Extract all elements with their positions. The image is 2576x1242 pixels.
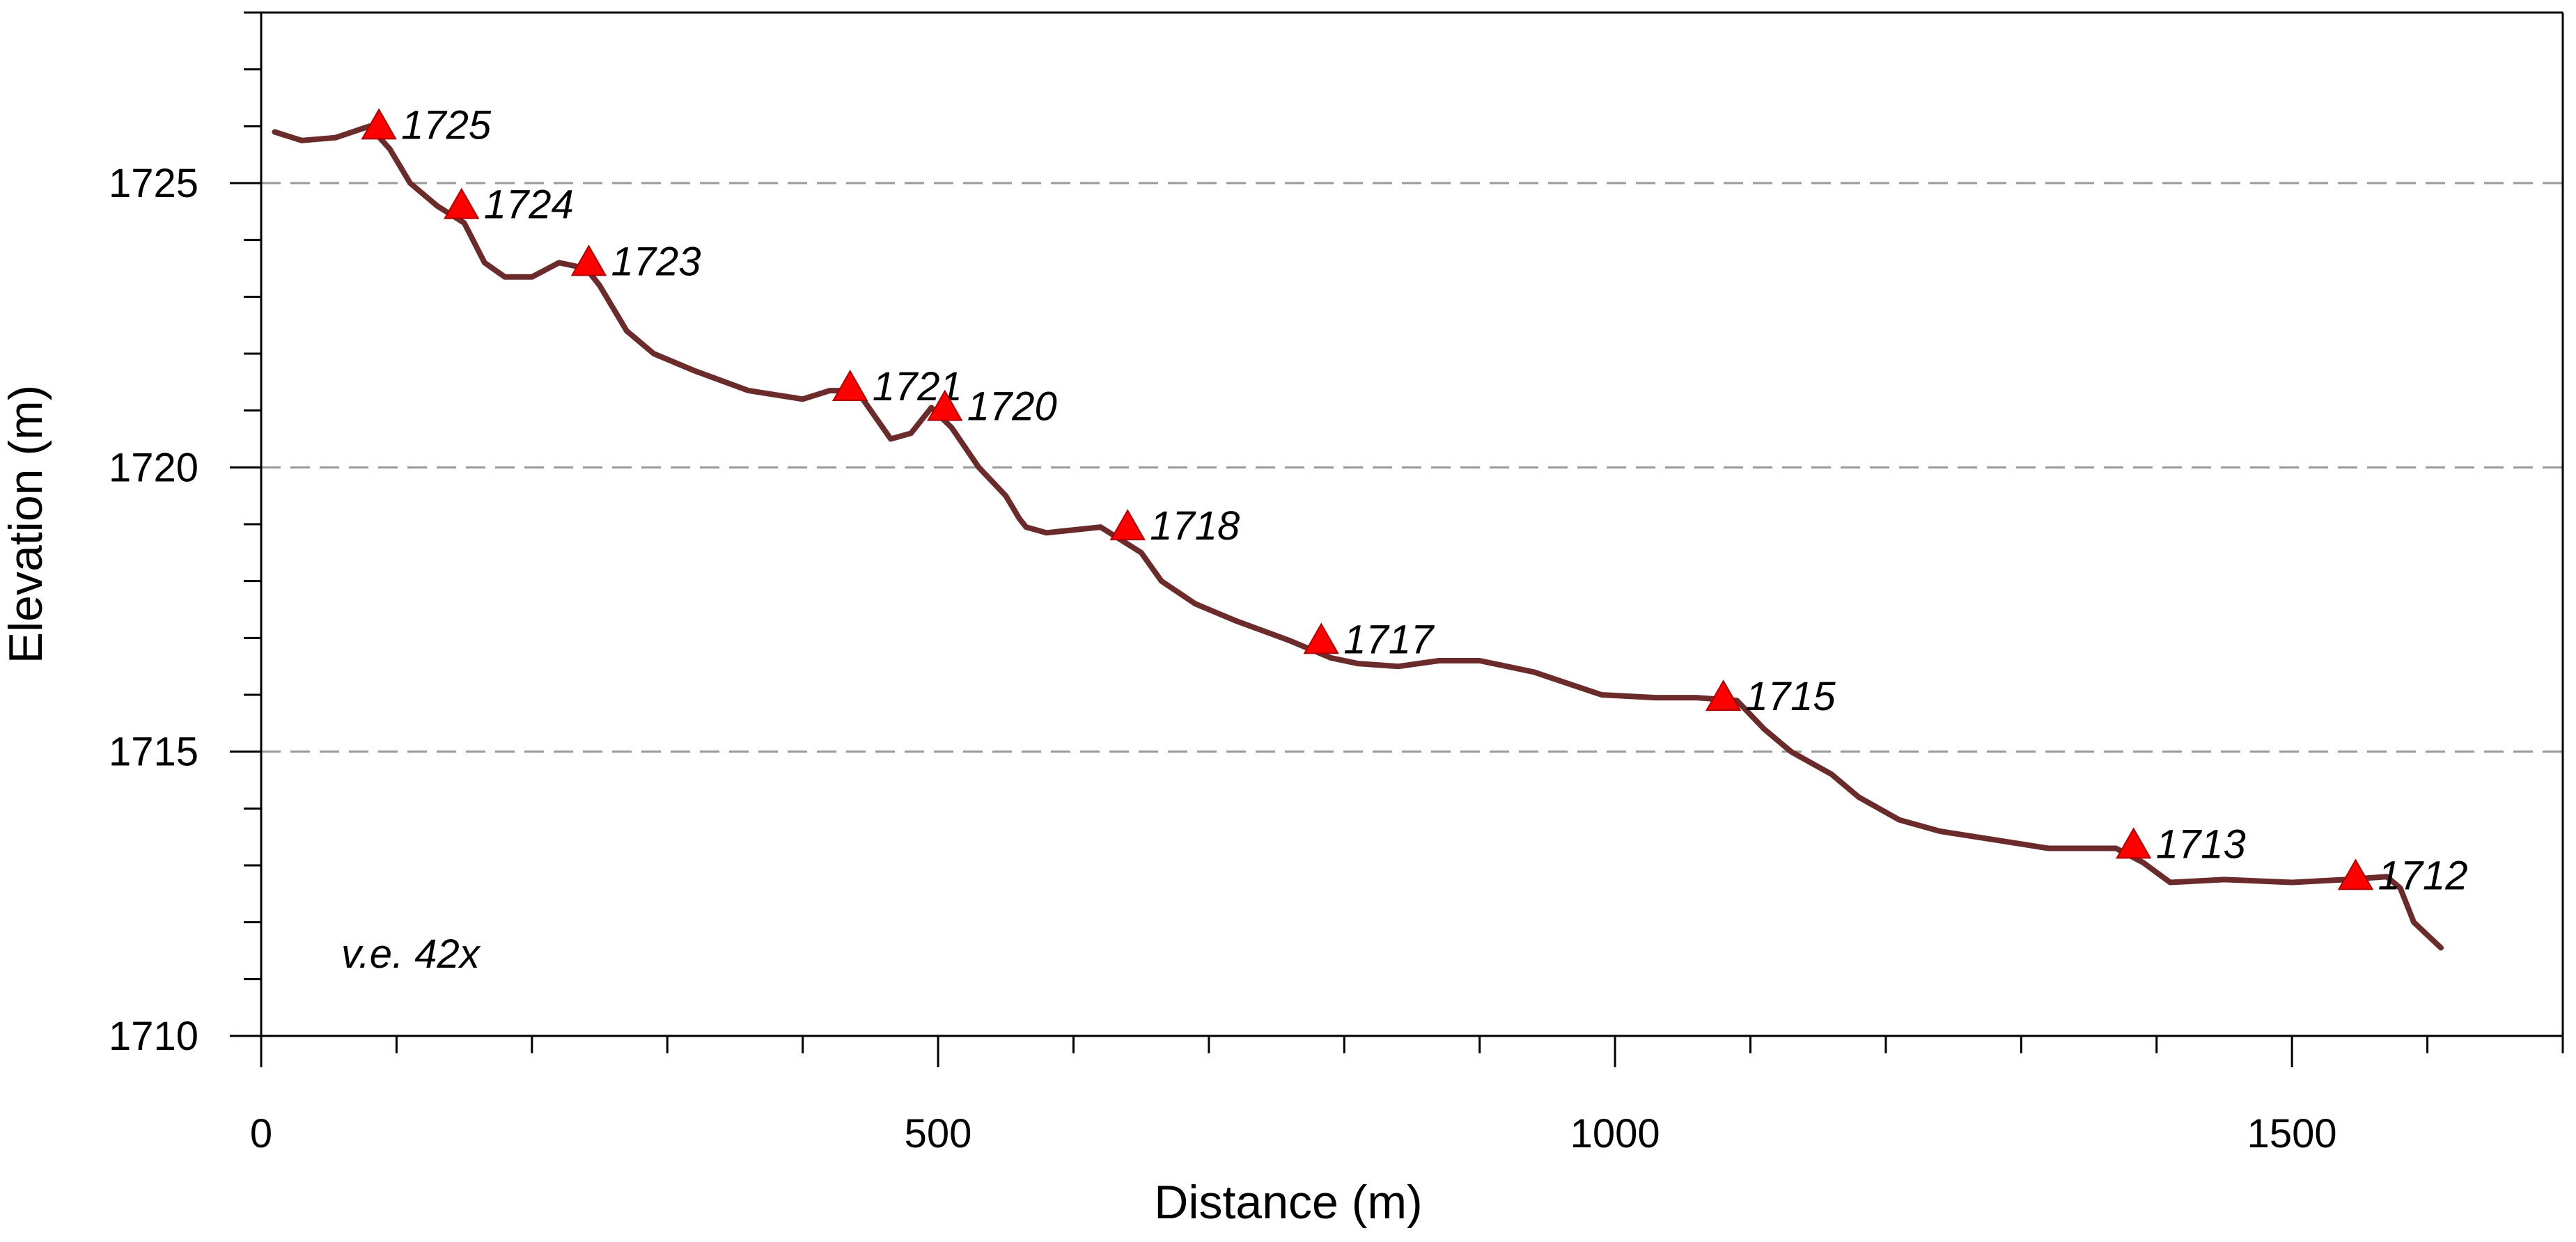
elevation-marker-label: 1717 [1343, 617, 1435, 662]
y-tick-label: 1720 [109, 445, 198, 490]
x-tick-label: 0 [250, 1111, 272, 1156]
elevation-marker-label: 1720 [967, 384, 1057, 430]
y-tick-label: 1710 [109, 1014, 198, 1059]
elevation-marker-triangle [444, 187, 480, 219]
tick-labels: 0 500 1000 1500 1710 1715 1720 1725 [109, 161, 2337, 1156]
elevation-marker-triangle [361, 108, 397, 140]
elevation-marker-label: 1715 [1746, 674, 1836, 719]
y-axis-title: Elevation (m) [0, 385, 52, 664]
elevation-marker-triangle [2115, 827, 2152, 859]
x-tick-label: 1500 [2247, 1111, 2337, 1156]
x-axis-title: Distance (m) [1154, 1176, 1422, 1229]
x-tick-label: 500 [905, 1111, 972, 1156]
y-tick-label: 1725 [109, 161, 198, 206]
y-tick-label: 1715 [109, 730, 198, 775]
elevation-marker-label: 1712 [2378, 853, 2468, 898]
axis-ticks [230, 11, 2564, 1067]
elevation-marker-triangle [1705, 679, 1742, 712]
elevation-profile-line [272, 123, 2444, 951]
grid-lines [261, 182, 2563, 753]
x-tick-label: 1000 [1570, 1111, 1660, 1156]
elevation-marker-triangle [832, 369, 868, 401]
elevation-marker-triangle [2337, 858, 2374, 890]
elevation-marker-label: 1718 [1150, 503, 1240, 549]
elevation-marker-label: 1724 [484, 182, 574, 228]
elevation-marker-triangle [927, 389, 963, 421]
elevation-marker-triangle [1109, 509, 1146, 541]
elevation-marker-label: 1723 [611, 239, 701, 284]
elevation-marker-label: 1725 [401, 102, 492, 148]
elevation-marker-triangle [570, 244, 607, 276]
vertical-exaggeration-note: v.e. 42x [341, 931, 481, 977]
elevation-marker-label: 1713 [2156, 822, 2246, 867]
elevation-marker-triangle [1303, 622, 1339, 654]
